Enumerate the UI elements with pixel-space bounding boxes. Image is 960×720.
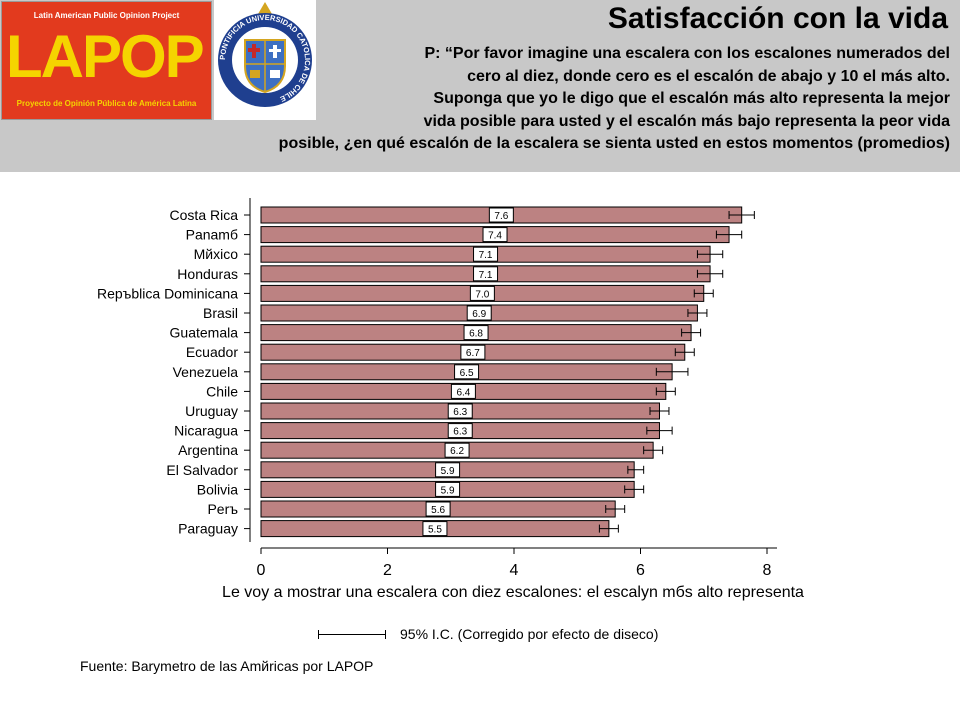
data-label: 5.9 [441,485,455,496]
data-label: 5.5 [428,525,442,536]
question-line: posible, ¿en qué escalón de la escalera … [278,135,950,152]
data-label: 7.1 [479,270,493,281]
y-tick-label: Paraguay [178,521,238,537]
y-tick-label: Honduras [177,266,238,282]
data-label: 5.6 [431,505,445,516]
data-label-box [469,285,495,301]
y-tick-label: Brasil [203,305,238,321]
y-tick-label: Chile [206,383,238,399]
data-label-box [473,266,499,282]
data-label-box [447,403,473,419]
x-tick-label: 8 [763,562,772,579]
data-label: 7.4 [488,231,502,242]
x-tick-label: 2 [383,562,392,579]
data-label-box [463,325,489,341]
y-tick-label: Perъ [207,501,238,517]
data-label: 6.8 [469,329,483,340]
data-label-box [435,462,461,478]
data-label-box [482,227,508,243]
question-line: cero al diez, donde cero es el escalón d… [467,67,950,85]
data-label-box [488,207,514,223]
data-label: 6.9 [472,309,486,320]
lapop-logo-word: LAPOP [6,23,205,90]
data-label: 6.4 [456,387,470,398]
data-label: 5.9 [441,466,455,477]
y-tick-label: Ecuador [186,344,238,360]
data-label: 6.3 [453,407,467,418]
y-tick-label: Bolivia [197,481,238,497]
data-label: 7.0 [475,289,489,300]
lapop-logo-bottom-text: Proyecto de Opinión Pública de América L… [16,99,197,108]
page-title: Satisfacción con la vida [607,2,948,35]
y-tick-label: Mйxico [194,246,239,262]
data-label-box [473,246,499,262]
data-label-box [444,442,470,458]
data-label: 6.5 [460,368,474,379]
y-tick-label: El Salvador [166,462,238,478]
ci-legend-text: 95% I.C. (Corregido por efecto de diseco… [400,626,659,642]
x-axis-label: Le voy a mostrar una escalera con diez e… [222,584,804,601]
ci-legend-cap-left [318,630,319,639]
y-tick-label: Uruguay [185,403,238,419]
data-label: 6.7 [466,348,480,359]
y-tick-label: Guatemala [170,325,239,341]
data-label-box [450,383,476,399]
data-label-box [422,521,448,537]
data-label-box [466,305,492,321]
data-label: 6.3 [453,427,467,438]
ci-legend-line [318,634,386,635]
y-tick-label: Venezuela [173,364,239,380]
data-label-box [460,344,486,360]
data-label-box [435,481,461,497]
x-tick-label: 4 [510,562,519,579]
data-label: 7.1 [479,250,493,261]
question-line: P: “Por favor imagine una escalera con l… [424,45,950,62]
data-label-box [447,423,473,439]
x-tick-label: 0 [257,562,266,579]
data-label-box [454,364,480,380]
x-tick-label: 6 [636,562,645,579]
y-tick-label: Panamб [186,227,238,243]
source-note: Fuente: Barуmetro de las Amйricas por LA… [80,658,374,674]
y-tick-label: Costa Rica [170,207,239,223]
y-tick-label: Repъblica Dominicana [97,285,238,301]
lapop-logo-top-text: Latin American Public Opinion Project [33,11,180,20]
y-tick-label: Nicaragua [174,423,238,439]
lapop-logo: Latin American Public Opinion Project LA… [1,1,212,120]
question-text: P: “Por favor imagine una escalera con l… [160,43,950,156]
data-label: 6.2 [450,446,464,457]
data-label-box [425,501,451,517]
ci-legend-cap-right [385,630,386,639]
question-line: Suponga que yo le digo que el escalón má… [433,90,950,107]
question-line: vida posible para usted y el escalón más… [423,112,950,130]
data-label: 7.6 [494,211,508,222]
uc-crest-logo: PONTIFICIA UNIVERSIDAD CATOLICA DE CHILE [214,0,316,120]
y-tick-label: Argentina [178,442,238,458]
